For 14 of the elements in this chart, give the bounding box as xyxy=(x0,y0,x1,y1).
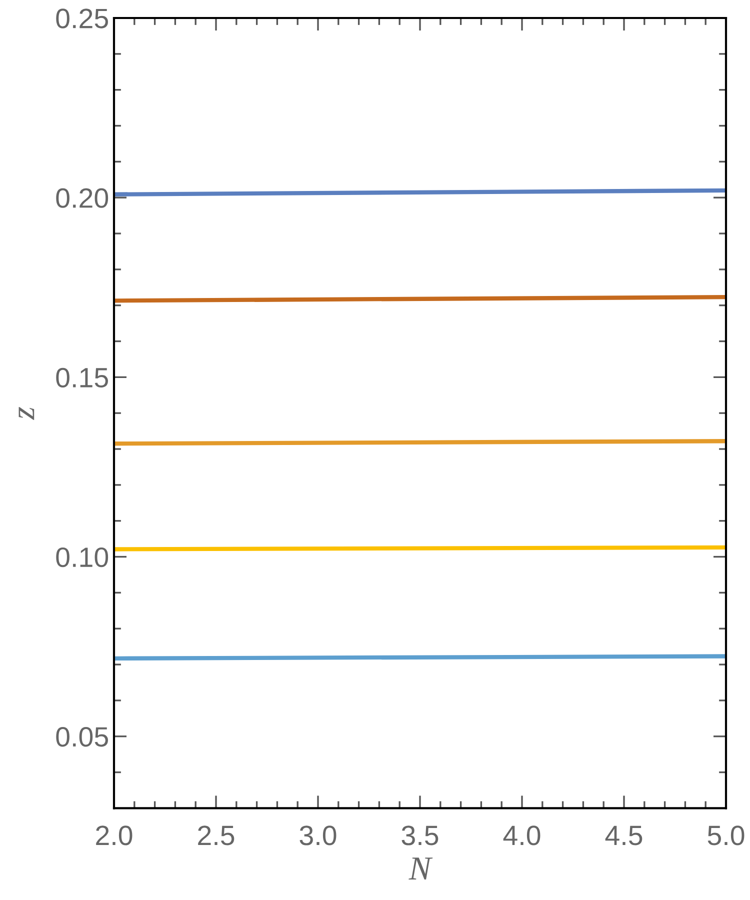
y-tick-label: 0.10 xyxy=(56,547,108,568)
x-tick-label: 4.5 xyxy=(605,826,642,846)
x-axis-title: N xyxy=(408,858,433,880)
x-tick-label: 5.0 xyxy=(708,826,744,846)
x-tick-label: 3.5 xyxy=(402,826,438,846)
y-tick-label: 0.15 xyxy=(56,368,108,388)
y-tick-label: 0.20 xyxy=(56,188,108,208)
x-tick-label: 2.0 xyxy=(96,826,132,846)
y-tick-label: 0.05 xyxy=(56,727,108,747)
x-tick-label: 2.5 xyxy=(198,826,234,846)
y-axis-title: z xyxy=(18,407,34,420)
x-tick-label: 3.0 xyxy=(300,826,336,846)
x-tick-label: 4.0 xyxy=(503,826,540,846)
y-tick-label: 0.25 xyxy=(56,8,108,28)
